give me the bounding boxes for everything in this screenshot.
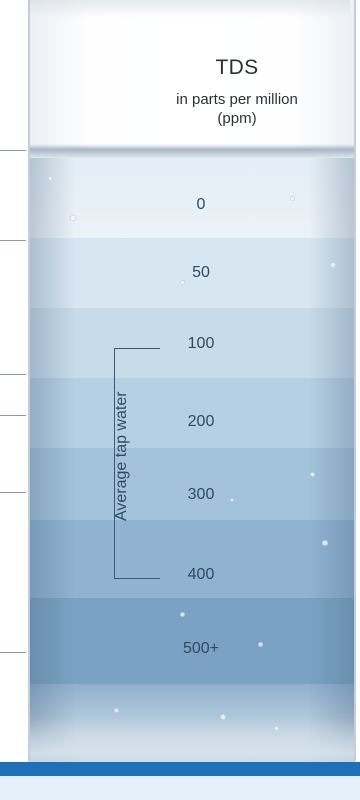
tap-water-bracket-top — [114, 348, 160, 349]
bubble — [180, 612, 185, 617]
tds-band-100 — [30, 308, 354, 378]
bubble — [70, 215, 76, 221]
guide-line — [0, 150, 26, 151]
glass-rim — [30, 0, 350, 18]
bubble — [230, 498, 234, 502]
bubble — [274, 726, 279, 731]
level-label-300: 300 — [187, 486, 215, 503]
guide-line — [0, 415, 26, 416]
bubble — [322, 540, 328, 546]
bubble — [290, 196, 295, 201]
accent-bar — [0, 762, 360, 776]
water-surface — [30, 144, 354, 158]
footer-strip — [0, 776, 360, 800]
tap-water-bracket — [114, 348, 115, 578]
tds-band-50 — [30, 238, 354, 308]
tds-band-0 — [30, 150, 354, 238]
level-label-500-plus: 500+ — [182, 640, 220, 657]
guide-line — [0, 240, 26, 241]
tds-band-500 — [30, 598, 354, 684]
level-label-200: 200 — [187, 413, 215, 430]
level-label-100: 100 — [187, 335, 215, 352]
tap-water-label: Average tap water — [113, 391, 130, 521]
subtitle-line: in parts per million — [176, 91, 298, 108]
guide-line — [0, 652, 26, 653]
tap-water-bracket-bottom — [114, 578, 160, 579]
diagram-subtitle: in parts per million (ppm) — [172, 90, 302, 128]
level-label-0: 0 — [196, 196, 206, 213]
bubble — [48, 176, 53, 181]
tds-band-400 — [30, 520, 354, 598]
bubble — [310, 472, 315, 477]
guide-line — [0, 374, 26, 375]
level-label-400: 400 — [187, 566, 215, 583]
bubble — [114, 708, 119, 713]
tds-band-300 — [30, 448, 354, 520]
level-label-50: 50 — [192, 264, 210, 281]
bubble — [330, 262, 336, 268]
diagram-title: TDS — [215, 56, 259, 79]
tds-band-200 — [30, 378, 354, 448]
bubble — [180, 280, 185, 285]
bubble — [220, 714, 226, 720]
guide-line — [0, 492, 26, 493]
bubble — [258, 642, 263, 647]
subtitle-unit: (ppm) — [217, 110, 257, 127]
